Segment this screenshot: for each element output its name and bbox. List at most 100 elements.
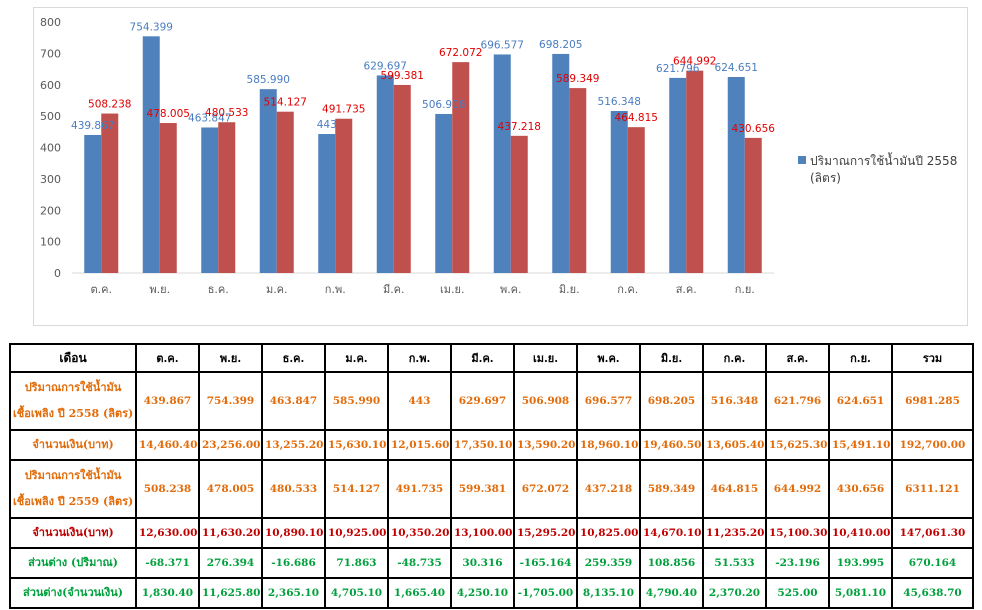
data-label-series-1: 621.796 (656, 63, 700, 75)
table-row: ส่วนต่าง (ปริมาณ) -68.371 276.394 -16.686 71… (9, 547, 974, 579)
y-tick-label: 600 (40, 79, 61, 92)
data-label-series-2: 478.005 (147, 108, 190, 120)
table-row: จำนวนเงิน(บาท) 12,630.00 11,630.20 10,890.1… (9, 517, 974, 549)
table-cell: 15,491.10 (828, 429, 893, 461)
chart-area: 0 100 200 300 400 500 600 700 800 ต.ค. พ.ย. ธ.ค. ม.ค… (33, 7, 968, 326)
table-cell: 439.867 (135, 371, 200, 431)
bar-series-2 (627, 127, 645, 273)
bar-series-2 (335, 118, 353, 274)
data-label-series-1: 439.867 (71, 120, 114, 132)
row-label: ปริมาณการใช้น้ำมันเชื้อเพลิง ปี 2559 (ลิ… (9, 459, 137, 519)
bar-series-2 (569, 88, 587, 273)
table-cell: 2,365.10 (261, 577, 326, 609)
x-tick-label: ก.พ. (325, 283, 346, 296)
table-cell: 754.399 (198, 371, 263, 431)
table-cell: 12,630.00 (135, 517, 200, 549)
x-tick-label: มี.ค. (383, 283, 405, 296)
bar-series-2 (744, 137, 762, 273)
table-cell: 18,960.10 (576, 429, 641, 461)
row-label-line: ปริมาณการใช้น้ำมัน (24, 469, 122, 482)
table-cell: -165.164 (513, 547, 578, 579)
row-label-line: ปริมาณการใช้น้ำมัน (24, 381, 122, 394)
table-cell: 12,015.60 (387, 429, 452, 461)
x-tick-label: ก.ค. (617, 283, 638, 296)
x-tick-label: พ.ย. (149, 283, 170, 296)
table-cell: 71.863 (324, 547, 389, 579)
header-cell: พ.ย. (198, 343, 263, 373)
bar-series-1 (376, 75, 394, 274)
table-row: ปริมาณการใช้น้ำมัน เชื้อเพลิง ปี 2558 (ลิ… (9, 371, 974, 431)
data-label-series-1: 698.205 (539, 39, 582, 51)
table-cell: 491.735 (387, 459, 452, 519)
table-cell: 4,705.10 (324, 577, 389, 609)
table-cell: 1,830.40 (135, 577, 200, 609)
table-cell: 8,135.10 (576, 577, 641, 609)
table-cell: 23,256.00 (198, 429, 263, 461)
table-cell: 11,235.20 (702, 517, 767, 549)
row-label-line: จำนวนเงิน(บาท) (32, 438, 114, 451)
table-cell: 478.005 (198, 459, 263, 519)
table-cell: 14,460.40 (135, 429, 200, 461)
table-cell: 4,790.40 (639, 577, 704, 609)
row-label: ส่วนต่าง(จำนวนเงิน) (9, 577, 137, 609)
x-tick-label: ธ.ค. (208, 283, 229, 296)
y-tick-label: 700 (40, 47, 61, 60)
bar-series-2 (452, 62, 470, 274)
legend-swatch (798, 156, 806, 164)
data-label-series-2: 589.349 (556, 73, 599, 85)
table-cell: 4,250.10 (450, 577, 515, 609)
table-cell: 13,590.20 (513, 429, 578, 461)
total-cell: 192,700.00 (891, 429, 974, 461)
table-cell: 2,370.20 (702, 577, 767, 609)
total-cell: 6311.121 (891, 459, 974, 519)
data-label-series-2: 430.656 (732, 123, 776, 135)
table-row: ส่วนต่าง(จำนวนเงิน) 1,830.40 11,625.80 2,36… (9, 577, 974, 609)
row-label: ส่วนต่าง (ปริมาณ) (9, 547, 137, 579)
data-label-series-2: 464.815 (615, 112, 658, 124)
table-cell: 698.205 (639, 371, 704, 431)
bar-series-1 (84, 134, 102, 273)
table-cell: 10,890.10 (261, 517, 326, 549)
table-cell: 15,100.30 (765, 517, 830, 549)
data-label-series-1: 506.908 (422, 99, 465, 111)
table-cell: 15,630.10 (324, 429, 389, 461)
row-label: จำนวนเงิน(บาท) (9, 517, 137, 549)
table-cell: 506.908 (513, 371, 578, 431)
table-cell: 14,670.10 (639, 517, 704, 549)
table-cell: 464.815 (702, 459, 767, 519)
table-cell: -68.371 (135, 547, 200, 579)
x-tick-label: พ.ค. (500, 283, 522, 296)
x-tick-label: เม.ย. (440, 283, 464, 296)
bar-series-1 (610, 110, 628, 273)
table-cell: 589.349 (639, 459, 704, 519)
table-cell: 629.697 (450, 371, 515, 431)
bar-series-2 (101, 113, 119, 273)
data-label-series-2: 491.735 (322, 104, 365, 116)
data-label-series-2: 672.072 (439, 47, 482, 59)
table-row: ปริมาณการใช้น้ำมันเชื้อเพลิง ปี 2559 (ลิ… (9, 459, 974, 519)
table-row: จำนวนเงิน(บาท) 14,460.40 23,256.00 13,255.2… (9, 429, 974, 461)
table-cell: 644.992 (765, 459, 830, 519)
row-label: จำนวนเงิน(บาท) (9, 429, 137, 461)
y-tick-label: 100 (40, 236, 61, 249)
header-cell: ก.ค. (702, 343, 767, 373)
table-cell: 624.651 (828, 371, 893, 431)
legend-label: (ลิตร) (810, 171, 841, 185)
row-label: ปริมาณการใช้น้ำมัน เชื้อเพลิง ปี 2558 (ลิ… (9, 371, 137, 431)
data-label-series-2: 514.127 (264, 97, 307, 109)
table-cell: 525.00 (765, 577, 830, 609)
table-cell: -48.735 (387, 547, 452, 579)
header-cell: พ.ค. (576, 343, 641, 373)
table-cell: 10,350.20 (387, 517, 452, 549)
x-tick-label: ส.ค. (676, 283, 697, 296)
row-label-line: เชื้อเพลิง ปี 2559 (ลิตร) (13, 495, 134, 508)
row-label-line: ส่วนต่าง(จำนวนเงิน) (23, 586, 123, 599)
table-cell: 15,295.20 (513, 517, 578, 549)
table-cell: 1,665.40 (387, 577, 452, 609)
y-tick-label: 400 (40, 142, 61, 155)
table-cell: -1,705.00 (513, 577, 578, 609)
header-cell: เม.ย. (513, 343, 578, 373)
data-label-series-1: 629.697 (364, 60, 407, 72)
header-month-label: เดือน (9, 343, 137, 373)
bar-series-2 (510, 135, 528, 273)
